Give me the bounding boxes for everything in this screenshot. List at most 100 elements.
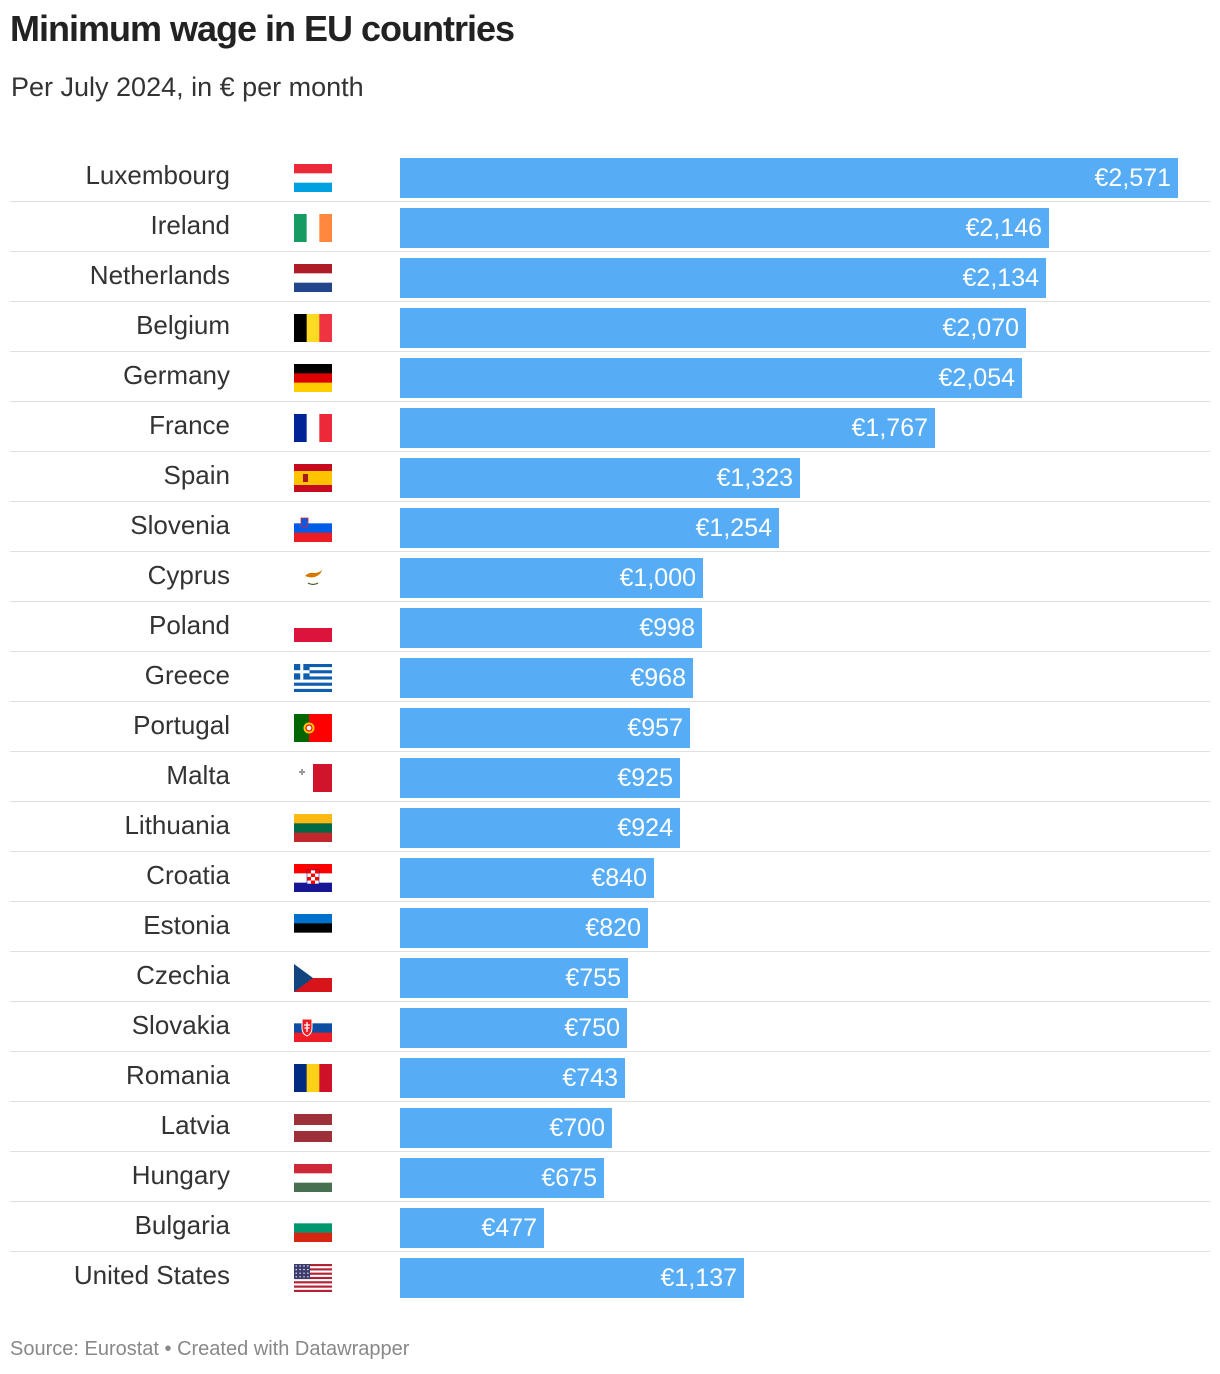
country-label: Hungary bbox=[131, 1160, 230, 1190]
bar-value-label: €1,767 bbox=[851, 414, 928, 442]
bar: €2,134 bbox=[400, 258, 1046, 298]
country-label: Slovenia bbox=[130, 510, 230, 540]
slovenia-flag-icon bbox=[294, 514, 332, 542]
cyprus-flag-icon bbox=[294, 564, 332, 592]
bar: €700 bbox=[400, 1108, 612, 1148]
bar-value-label: €477 bbox=[481, 1214, 537, 1242]
country-label: France bbox=[149, 410, 230, 440]
chart-row-greece: Greece €968 bbox=[10, 652, 1210, 702]
country-label: Latvia bbox=[160, 1110, 230, 1140]
bar-value-label: €957 bbox=[627, 714, 683, 742]
bar: €968 bbox=[400, 658, 693, 698]
bar: €924 bbox=[400, 808, 680, 848]
chart-row-croatia: Croatia €840 bbox=[10, 852, 1210, 902]
country-label: Estonia bbox=[143, 910, 230, 940]
france-flag-icon bbox=[294, 414, 332, 442]
chart-row-hungary: Hungary €675 bbox=[10, 1152, 1210, 1202]
bar: €1,323 bbox=[400, 458, 800, 498]
country-label: Spain bbox=[163, 460, 231, 490]
chart-row-estonia: Estonia €820 bbox=[10, 902, 1210, 952]
bulgaria-flag-icon bbox=[294, 1214, 332, 1242]
slovakia-flag-icon bbox=[294, 1014, 332, 1042]
latvia-flag-icon bbox=[294, 1114, 332, 1142]
chart-row-czechia: Czechia €755 bbox=[10, 952, 1210, 1002]
country-label: Romania bbox=[125, 1060, 230, 1090]
bar: €675 bbox=[400, 1158, 604, 1198]
chart-row-lithuania: Lithuania €924 bbox=[10, 802, 1210, 852]
luxembourg-flag-icon bbox=[294, 164, 332, 192]
country-label: Lithuania bbox=[124, 810, 230, 840]
czechia-flag-icon bbox=[294, 964, 332, 992]
chart-row-slovenia: Slovenia €1,254 bbox=[10, 502, 1210, 552]
bar-value-label: €1,323 bbox=[716, 464, 793, 492]
bar-value-label: €1,137 bbox=[660, 1264, 737, 1292]
netherlands-flag-icon bbox=[294, 264, 332, 292]
country-label: United States bbox=[73, 1260, 230, 1290]
bar: €1,000 bbox=[400, 558, 703, 598]
chart-row-malta: Malta €925 bbox=[10, 752, 1210, 802]
malta-flag-icon bbox=[294, 764, 332, 792]
country-label: Germany bbox=[123, 360, 230, 390]
bar: €957 bbox=[400, 708, 690, 748]
chart-row-latvia: Latvia €700 bbox=[10, 1102, 1210, 1152]
chart-row-romania: Romania €743 bbox=[10, 1052, 1210, 1102]
bar-value-label: €2,134 bbox=[962, 264, 1039, 292]
bar-value-label: €925 bbox=[617, 764, 673, 792]
bar: €1,254 bbox=[400, 508, 779, 548]
chart-row-united-states: United States €1,137 bbox=[10, 1252, 1210, 1302]
bar: €925 bbox=[400, 758, 680, 798]
lithuania-flag-icon bbox=[294, 814, 332, 842]
chart-row-luxembourg: Luxembourg €2,571 bbox=[10, 152, 1210, 202]
bar-value-label: €2,054 bbox=[938, 364, 1015, 392]
bar-value-label: €1,000 bbox=[619, 564, 696, 592]
bar: €2,146 bbox=[400, 208, 1049, 248]
bar-value-label: €1,254 bbox=[695, 514, 772, 542]
country-label: Netherlands bbox=[89, 260, 230, 290]
bar: €2,070 bbox=[400, 308, 1026, 348]
country-label: Croatia bbox=[146, 860, 230, 890]
bar-value-label: €820 bbox=[585, 914, 641, 942]
bar: €820 bbox=[400, 908, 648, 948]
bar-value-label: €998 bbox=[639, 614, 695, 642]
bar-value-label: €924 bbox=[617, 814, 673, 842]
united-states-flag-icon bbox=[294, 1264, 332, 1292]
bar-value-label: €968 bbox=[630, 664, 686, 692]
bar: €743 bbox=[400, 1058, 625, 1098]
belgium-flag-icon bbox=[294, 314, 332, 342]
chart-row-bulgaria: Bulgaria €477 bbox=[10, 1202, 1210, 1252]
country-label: Poland bbox=[149, 610, 230, 640]
country-label: Ireland bbox=[150, 210, 231, 240]
chart-row-portugal: Portugal €957 bbox=[10, 702, 1210, 752]
bar: €1,137 bbox=[400, 1258, 744, 1298]
chart-subtitle: Per July 2024, in € per month bbox=[11, 72, 364, 102]
germany-flag-icon bbox=[294, 364, 332, 392]
chart-title: Minimum wage in EU countries bbox=[10, 8, 515, 49]
bar: €2,571 bbox=[400, 158, 1178, 198]
croatia-flag-icon bbox=[294, 864, 332, 892]
chart-row-germany: Germany €2,054 bbox=[10, 352, 1210, 402]
portugal-flag-icon bbox=[294, 714, 332, 742]
greece-flag-icon bbox=[294, 664, 332, 692]
romania-flag-icon bbox=[294, 1064, 332, 1092]
bar-value-label: €2,070 bbox=[942, 314, 1019, 342]
chart-row-netherlands: Netherlands €2,134 bbox=[10, 252, 1210, 302]
bar-chart: Luxembourg €2,571 Ireland €2,146 Netherlands… bbox=[10, 152, 1210, 1302]
bar-value-label: €755 bbox=[565, 964, 621, 992]
country-label: Slovakia bbox=[131, 1010, 230, 1040]
ireland-flag-icon bbox=[294, 214, 332, 242]
chart-row-spain: Spain €1,323 bbox=[10, 452, 1210, 502]
bar: €750 bbox=[400, 1008, 627, 1048]
country-label: Belgium bbox=[136, 310, 230, 340]
country-label: Malta bbox=[166, 760, 230, 790]
bar: €840 bbox=[400, 858, 654, 898]
country-label: Portugal bbox=[133, 710, 230, 740]
chart-row-cyprus: Cyprus €1,000 bbox=[10, 552, 1210, 602]
bar-value-label: €750 bbox=[564, 1014, 620, 1042]
bar: €998 bbox=[400, 608, 702, 648]
country-label: Czechia bbox=[136, 960, 230, 990]
bar-value-label: €743 bbox=[562, 1064, 618, 1092]
country-label: Greece bbox=[144, 660, 230, 690]
chart-source-footer: Source: Eurostat • Created with Datawrap… bbox=[10, 1338, 410, 1360]
chart-row-slovakia: Slovakia €750 bbox=[10, 1002, 1210, 1052]
bar-value-label: €840 bbox=[591, 864, 647, 892]
